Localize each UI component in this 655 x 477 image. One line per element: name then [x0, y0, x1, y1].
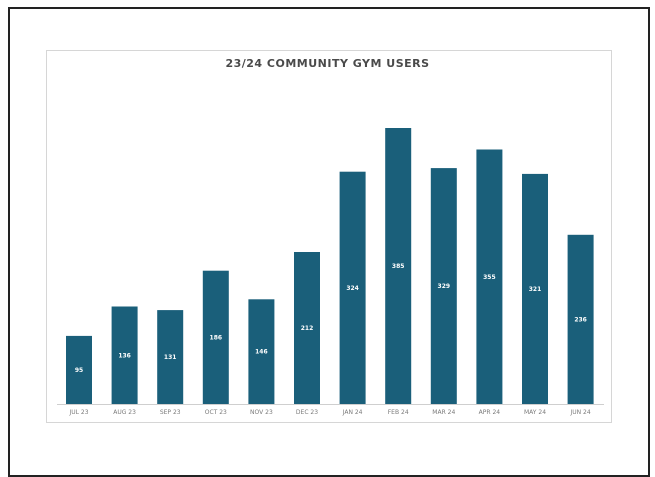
bar-chart: 95 JUL 23 136 AUG 23 131 SEP 23 186 OCT 23 146 NO…	[57, 128, 604, 416]
x-tick-label: MAY 24	[524, 409, 546, 416]
x-tick-label: JUN 24	[569, 409, 590, 416]
x-tick-label: APR 24	[479, 409, 501, 416]
bar-jul-23	[66, 335, 92, 404]
data-label: 355	[483, 274, 496, 281]
bar-aug-23	[111, 306, 138, 404]
bar-may-24	[522, 173, 548, 404]
x-tick-label: JAN 24	[342, 409, 363, 416]
data-label: 131	[164, 354, 177, 361]
bar-feb-24	[385, 128, 412, 404]
x-tick-label: JUL 23	[68, 409, 88, 416]
chart-card	[46, 50, 612, 423]
data-label: 146	[255, 349, 268, 356]
bar-nov-23	[248, 299, 275, 404]
bar-dec-23	[294, 252, 320, 404]
data-label: 385	[392, 263, 405, 270]
bar-jan-24	[339, 171, 366, 404]
data-label: 95	[75, 367, 83, 374]
x-tick-label: NOV 23	[250, 409, 273, 416]
chart-title: 23/24 COMMUNITY GYM USERS	[225, 57, 430, 70]
x-tick-label: MAR 24	[432, 409, 455, 416]
bar-mar-24	[430, 168, 457, 404]
bar-jun-24	[567, 234, 594, 404]
data-label: 186	[210, 334, 223, 341]
x-tick-label: FEB 24	[388, 409, 409, 416]
data-label: 236	[574, 316, 587, 323]
bar-sep-23	[157, 310, 184, 404]
data-label: 136	[118, 352, 131, 359]
x-tick-label: DEC 23	[296, 409, 318, 416]
x-tick-label: AUG 23	[113, 409, 136, 416]
x-tick-label: OCT 23	[205, 409, 227, 416]
data-label: 321	[529, 286, 542, 293]
data-label: 324	[346, 285, 359, 292]
data-label: 212	[301, 325, 314, 332]
data-label: 329	[438, 283, 451, 290]
bar-oct-23	[202, 270, 229, 404]
x-tick-label: SEP 23	[160, 409, 181, 416]
bar-apr-24	[476, 149, 503, 404]
